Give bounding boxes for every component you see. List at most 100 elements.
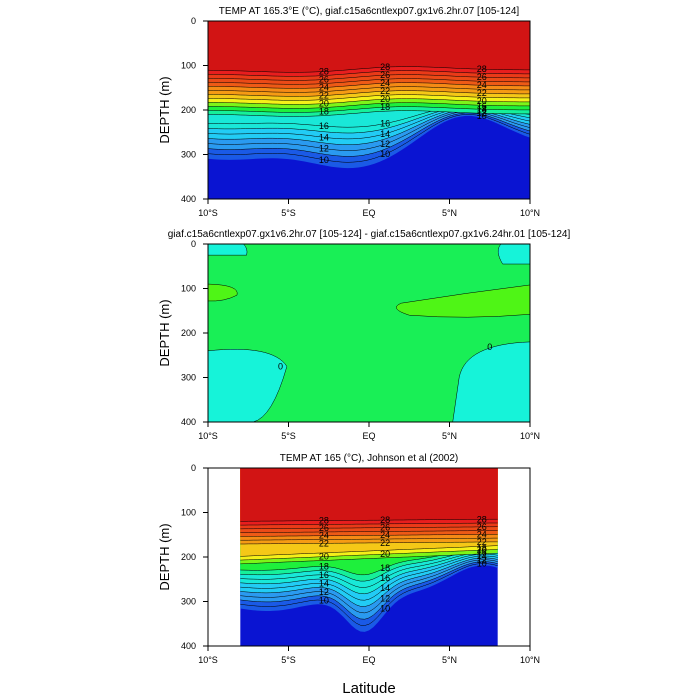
- contour-label: 12: [477, 555, 487, 565]
- contour-label: 10: [477, 111, 487, 121]
- isotherm-line: [208, 70, 530, 77]
- isotherm-line: [240, 534, 498, 537]
- contour-label: 22: [319, 538, 329, 548]
- contour-label: 16: [319, 121, 329, 131]
- contour-band: [240, 468, 498, 522]
- contour-label: 22: [319, 91, 329, 101]
- contour-label: 12: [319, 587, 329, 597]
- y-tick-label: 200: [181, 328, 196, 338]
- isotherm-line: [208, 114, 530, 163]
- contour-band: [207, 283, 238, 302]
- contour-label: 22: [380, 86, 390, 96]
- contour-label: 14: [380, 583, 390, 593]
- isotherm-line: [240, 561, 498, 620]
- isotherm-line: [240, 563, 498, 626]
- contour-label: 28: [477, 64, 487, 74]
- contour-label: 24: [319, 531, 329, 541]
- x-tick-label: 5°N: [442, 431, 457, 441]
- y-tick-label: 0: [191, 16, 196, 26]
- contour-label: 26: [380, 523, 390, 533]
- contour-label: 24: [380, 78, 390, 88]
- contour-label: 18: [380, 563, 390, 573]
- contour-label: 10: [319, 155, 329, 165]
- y-tick-label: 0: [191, 463, 196, 473]
- x-tick-label: 10°N: [520, 655, 540, 665]
- contour-band: [452, 341, 531, 423]
- contour-label: 22: [477, 88, 487, 98]
- isotherm-line: [240, 518, 498, 522]
- x-tick-label: 5°N: [442, 208, 457, 218]
- contour-label: 0: [278, 361, 283, 371]
- isotherm-line: [208, 74, 530, 81]
- contour-label: 28: [380, 515, 390, 525]
- contour-label: 18: [319, 107, 329, 117]
- x-tick-label: EQ: [362, 655, 375, 665]
- contour-label: 22: [477, 537, 487, 547]
- y-axis-label: DEPTH (m): [157, 299, 172, 366]
- contour-label: 10: [380, 149, 390, 159]
- isotherm-line: [240, 522, 498, 526]
- contour-label: 28: [380, 62, 390, 72]
- y-tick-label: 200: [181, 552, 196, 562]
- contour-label: 20: [380, 94, 390, 104]
- isotherm-line: [208, 90, 530, 97]
- contour-label: 18: [319, 561, 329, 571]
- y-tick-label: 100: [181, 284, 196, 294]
- contour-label: 0: [487, 342, 492, 352]
- contour-label: 26: [477, 72, 487, 82]
- isotherm-line: [240, 541, 498, 545]
- isotherm-line: [240, 549, 498, 561]
- panel-title: giaf.c15a6cntlexp07.gx1v6.2hr.07 [105-12…: [168, 229, 571, 240]
- contour-label: 20: [477, 545, 487, 555]
- contour-label: 16: [319, 570, 329, 580]
- isotherm-line: [208, 82, 530, 89]
- contour-label: 26: [319, 75, 329, 85]
- y-tick-label: 300: [181, 597, 196, 607]
- isotherm-line: [208, 94, 530, 101]
- y-tick-label: 300: [181, 150, 196, 160]
- contour-label: 20: [477, 96, 487, 106]
- x-tick-label: 5°S: [281, 655, 296, 665]
- contour-label: 18: [477, 104, 487, 114]
- contour-label: 24: [319, 83, 329, 93]
- isotherm-line: [240, 545, 498, 557]
- contour-label: 20: [319, 552, 329, 562]
- y-axis-label: DEPTH (m): [157, 76, 172, 143]
- isotherm-line: [208, 78, 530, 85]
- isotherm-line: [240, 530, 498, 533]
- contour-label: 12: [380, 593, 390, 603]
- y-tick-label: 400: [181, 641, 196, 651]
- panel-title: TEMP AT 165 (°C), Johnson et al (2002): [280, 453, 459, 464]
- contour-label: 20: [380, 549, 390, 559]
- contour-label: 14: [477, 105, 487, 115]
- panel-2: 0 0 10°S 5°S EQ 5°N 10°N 0 100 200 300 400 giaf.c15a…: [157, 229, 570, 441]
- isotherm-line: [240, 555, 498, 601]
- contour-label: 26: [319, 523, 329, 533]
- contour-label: 10: [477, 559, 487, 569]
- contour-label: 26: [477, 522, 487, 532]
- isotherm-line: [208, 110, 530, 117]
- isotherm-line: [208, 98, 530, 105]
- isotherm-line: [240, 537, 498, 541]
- contour-label: 26: [380, 70, 390, 80]
- contour-label: 18: [380, 102, 390, 112]
- x-tick-label: EQ: [362, 208, 375, 218]
- contour-label: 14: [380, 129, 390, 139]
- isotherm-line: [240, 553, 498, 595]
- y-tick-label: 300: [181, 373, 196, 383]
- contour-label: 14: [477, 551, 487, 561]
- contour-label: 12: [319, 144, 329, 154]
- isotherm-line: [240, 557, 498, 607]
- y-tick-label: 400: [181, 194, 196, 204]
- x-tick-label: 10°S: [198, 431, 218, 441]
- contour-band: [207, 243, 248, 256]
- contour-label: 22: [380, 538, 390, 548]
- y-tick-label: 400: [181, 417, 196, 427]
- contour-band: [497, 243, 531, 265]
- contour-label: 20: [319, 99, 329, 109]
